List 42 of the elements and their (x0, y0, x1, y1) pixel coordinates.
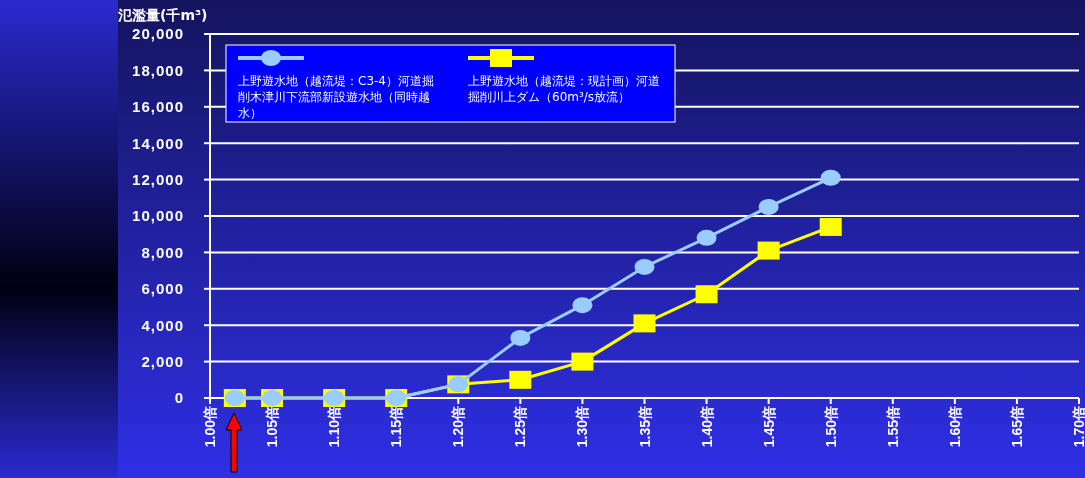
x-tick-label: 1.35倍 (636, 406, 653, 448)
legend-entry: 上野遊水地（越流堤：C3-4）河道掘削木津川下流部新設遊水地（同時越水） (238, 50, 434, 120)
y-tick-label: 10,000 (132, 207, 184, 225)
y-axis-title: 氾濫量(千m³) (117, 7, 208, 23)
y-tick-label: 12,000 (132, 171, 184, 188)
x-tick-label: 1.55倍 (884, 406, 901, 448)
x-tick-label: 1.65倍 (1008, 406, 1025, 448)
point (510, 329, 531, 346)
x-tick-label: 1.60倍 (946, 406, 963, 448)
y-tick-label: 20,000 (132, 25, 184, 43)
point (633, 314, 656, 333)
y-tick-label: 14,000 (132, 134, 184, 152)
x-tick-label: 1.05倍 (264, 406, 281, 448)
x-tick-label: 1.25倍 (512, 406, 529, 448)
point (509, 370, 532, 389)
y-tick-label: 18,000 (132, 61, 184, 79)
y-tick-label: 16,000 (132, 98, 184, 116)
legend-label: 上野遊水地（越流堤：現計画）河道掘削川上ダム（60m³/s放流） (468, 74, 660, 104)
point (757, 241, 780, 260)
x-tick-label: 1.10倍 (326, 406, 343, 448)
x-tick-label: 1.15倍 (388, 406, 405, 448)
y-tick-label: 2,000 (141, 353, 184, 370)
point (696, 229, 717, 246)
legend-label: 上野遊水地（越流堤：C3-4）河道掘削木津川下流部新設遊水地（同時越水） (238, 74, 434, 120)
point (571, 352, 594, 371)
y-tick-label: 0 (174, 389, 184, 407)
point (634, 258, 655, 275)
x-tick-label: 1.50倍 (822, 406, 839, 448)
x-tick-label: 1.45倍 (760, 406, 777, 448)
y-tick-label: 8,000 (141, 243, 184, 261)
point (819, 217, 842, 236)
point (695, 285, 718, 304)
legend-entry: 上野遊水地（越流堤：現計画）河道掘削川上ダム（60m³/s放流） (468, 49, 660, 104)
x-tick-label: 1.20倍 (450, 406, 467, 448)
x-tick-label: 1.30倍 (574, 406, 591, 448)
point (758, 198, 779, 215)
x-tick-label: 1.40倍 (698, 406, 715, 448)
point (572, 297, 593, 314)
y-tick-label: 4,000 (141, 316, 184, 334)
y-tick-label: 6,000 (141, 280, 184, 298)
x-tick-label: 1.00倍 (202, 406, 219, 448)
point (820, 169, 841, 186)
